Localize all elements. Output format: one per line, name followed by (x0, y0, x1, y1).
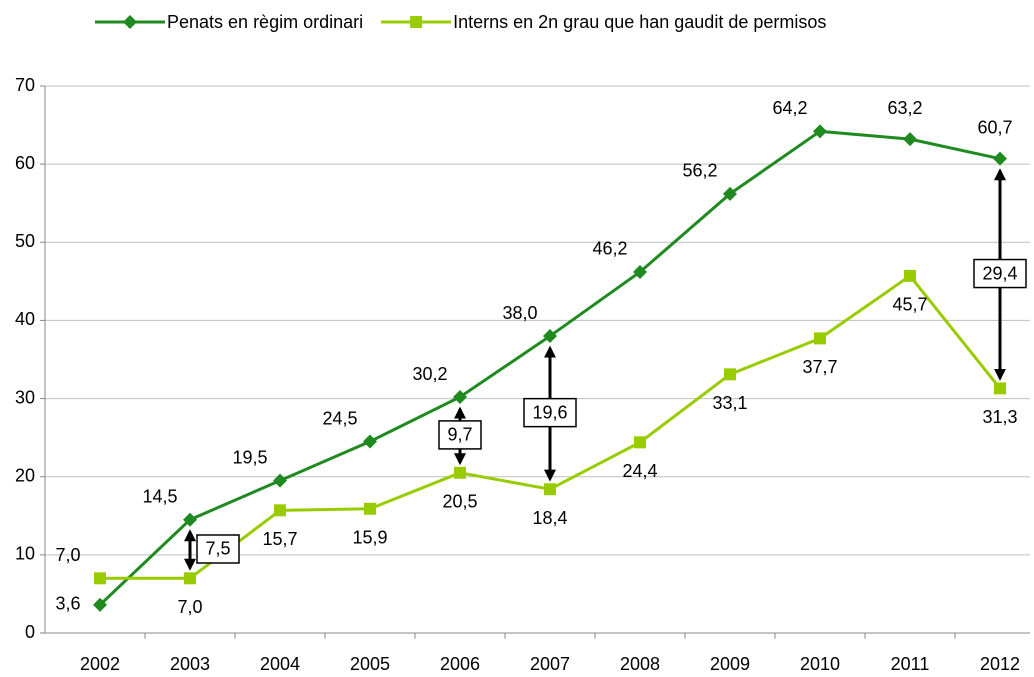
difference-label: 19,6 (532, 402, 567, 422)
point (93, 597, 107, 612)
data-label: 15,9 (352, 528, 387, 548)
point (994, 382, 1006, 395)
y-tick-label: 40 (15, 309, 35, 329)
difference-box (973, 258, 1027, 289)
point (543, 329, 557, 344)
data-label: 37,7 (802, 357, 837, 377)
data-label: 15,7 (262, 529, 297, 549)
difference-label: 7,5 (205, 539, 230, 559)
data-label: 46,2 (592, 239, 627, 259)
difference-label: 9,7 (447, 425, 472, 445)
point (723, 186, 737, 201)
y-tick-label: 50 (15, 231, 35, 251)
data-label: 38,0 (502, 303, 537, 323)
y-tick-label: 20 (15, 465, 35, 485)
legend-label: Penats en règim ordinari (167, 12, 363, 32)
point (813, 124, 827, 139)
data-label: 31,3 (982, 407, 1017, 427)
data-label: 60,7 (977, 117, 1012, 137)
data-label: 7,0 (177, 597, 202, 617)
x-tick-label: 2012 (980, 654, 1020, 674)
x-tick-label: 2009 (710, 654, 750, 674)
legend-label: Interns en 2n grau que han gaudit de per… (453, 12, 826, 32)
data-label: 30,2 (412, 364, 447, 384)
point (94, 572, 106, 585)
point (903, 132, 917, 147)
difference-box (438, 420, 482, 450)
data-label: 18,4 (532, 508, 567, 528)
x-tick-label: 2008 (620, 654, 660, 674)
x-tick-label: 2011 (891, 654, 930, 674)
point (633, 264, 647, 279)
point (634, 436, 646, 449)
data-label: 64,2 (772, 98, 807, 118)
point (363, 434, 377, 449)
point (184, 572, 196, 585)
point (904, 269, 916, 282)
x-tick-label: 2010 (800, 654, 840, 674)
point (544, 483, 556, 496)
y-tick-label: 70 (15, 75, 35, 95)
point (274, 504, 286, 517)
x-tick-label: 2006 (440, 654, 480, 674)
x-tick-label: 2003 (170, 654, 210, 674)
data-label: 33,1 (712, 393, 747, 413)
x-tick-label: 2002 (80, 654, 120, 674)
data-label: 20,5 (442, 492, 477, 512)
point (724, 368, 736, 381)
point (454, 466, 466, 479)
y-tick-label: 0 (25, 622, 35, 642)
data-label: 7,0 (55, 545, 80, 565)
data-label: 63,2 (887, 98, 922, 118)
data-label: 24,4 (622, 461, 657, 481)
data-label: 56,2 (682, 161, 717, 181)
data-label: 19,5 (232, 447, 267, 467)
point (183, 512, 197, 527)
point (814, 332, 826, 345)
point (364, 502, 376, 515)
y-tick-label: 60 (15, 153, 35, 173)
data-label: 3,6 (55, 594, 80, 614)
difference-box (196, 534, 240, 564)
difference-label: 29,4 (982, 263, 1017, 283)
y-tick-label: 10 (15, 544, 35, 564)
data-label: 45,7 (892, 295, 927, 315)
x-tick-label: 2005 (350, 654, 390, 674)
point (453, 390, 467, 405)
data-label: 14,5 (142, 486, 177, 506)
point (273, 473, 287, 488)
point (993, 151, 1007, 166)
data-label: 24,5 (322, 408, 357, 428)
x-tick-label: 2007 (530, 654, 570, 674)
legend-marker (123, 15, 137, 29)
difference-box (523, 397, 577, 428)
x-tick-label: 2004 (260, 654, 300, 674)
y-tick-label: 30 (15, 387, 35, 407)
legend-marker (410, 16, 423, 28)
